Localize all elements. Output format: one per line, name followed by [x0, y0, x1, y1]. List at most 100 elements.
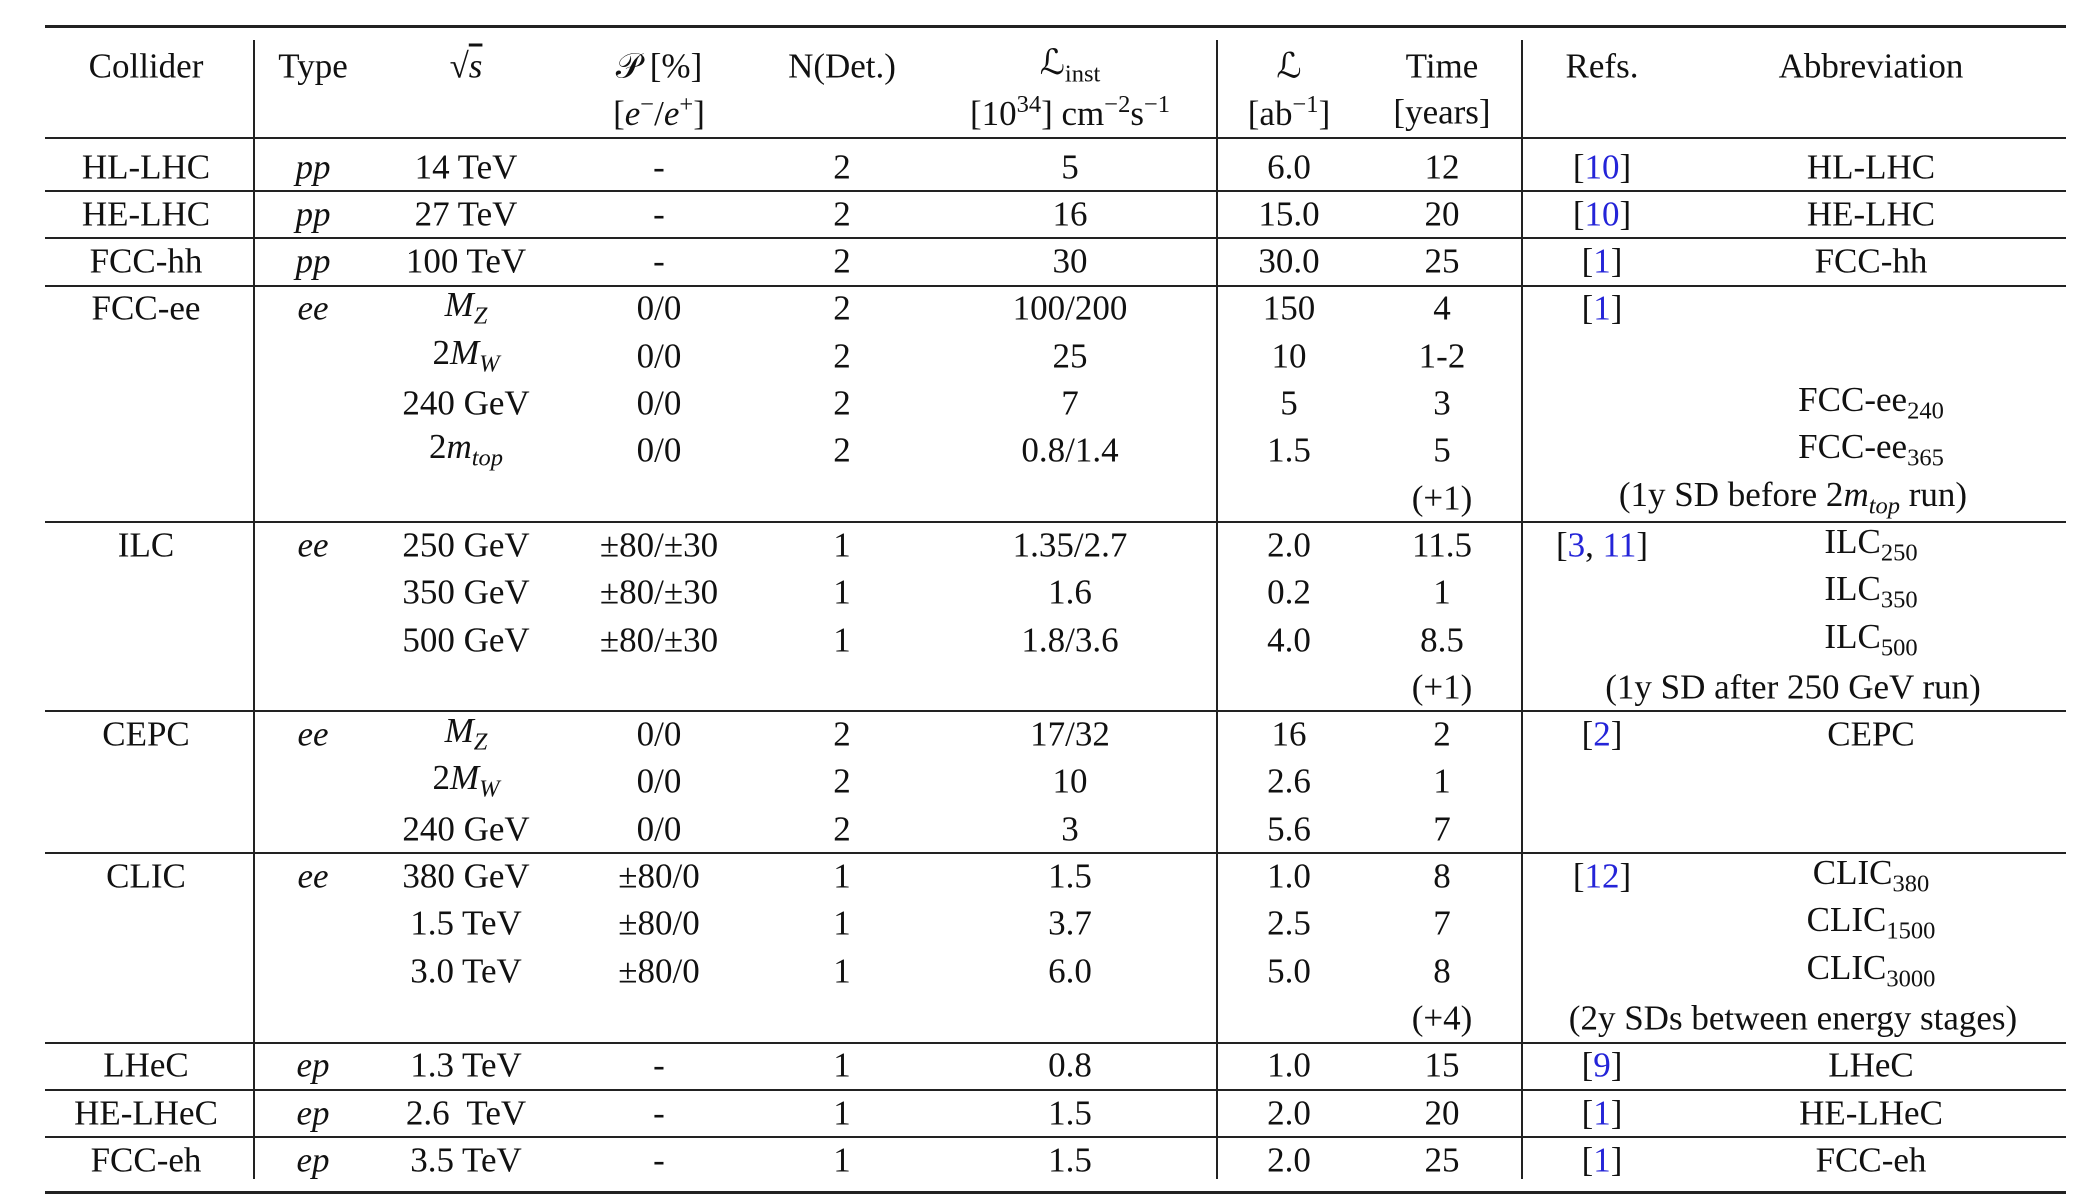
text-segment: CLIC — [1812, 853, 1893, 893]
energy: 3.0 TeV — [410, 951, 522, 991]
header-cell: ℒ — [1276, 46, 1302, 86]
inst-luminosity: 1.35/2.7 — [1012, 525, 1128, 565]
text-segment: 380 — [1892, 870, 1930, 898]
horizontal-rule — [45, 237, 2066, 240]
text-segment: CLIC — [1806, 947, 1887, 987]
inst-luminosity: 1.8/3.6 — [1021, 620, 1119, 659]
polarization: 0/0 — [636, 336, 682, 376]
type: ep — [296, 1142, 329, 1177]
text-segment: e — [624, 94, 641, 134]
luminosity: 1.5 — [1267, 430, 1311, 470]
time: 7 — [1433, 903, 1451, 943]
header-cell: Time — [1405, 46, 1479, 86]
horizontal-rule — [45, 190, 2066, 193]
text-segment: 1 — [1593, 241, 1611, 281]
n-detectors: 2 — [833, 383, 851, 423]
vertical-rule — [1216, 40, 1218, 1180]
horizontal-rule — [45, 25, 2066, 28]
n-detectors: 2 — [833, 430, 851, 470]
abbreviation: LHeC — [1828, 1045, 1914, 1085]
inst-luminosity: 17/32 — [1030, 714, 1110, 754]
collider: FCC-eh — [90, 1140, 202, 1180]
inst-luminosity: 100/200 — [1012, 288, 1128, 328]
inst-luminosity: 25 — [1052, 336, 1088, 376]
collider: CEPC — [102, 714, 190, 754]
n-detectors: 2 — [833, 761, 851, 801]
energy: 2MW — [432, 760, 499, 802]
polarization: ±80/0 — [618, 903, 700, 943]
text-segment: CLIC — [1806, 900, 1887, 940]
header-cell: Abbreviation — [1778, 46, 1964, 86]
header-cell: [1034] cm−2s−1 — [970, 92, 1170, 134]
time: (+1) — [1411, 478, 1473, 518]
n-detectors: 1 — [833, 951, 851, 991]
text-segment: 10 — [1584, 147, 1620, 186]
time: 7 — [1433, 809, 1451, 849]
energy: MZ — [445, 713, 488, 755]
abbreviation: FCC-ee365 — [1798, 429, 1944, 471]
type: ee — [297, 859, 328, 894]
text-segment: W — [479, 350, 500, 378]
luminosity: 6.0 — [1267, 147, 1311, 186]
text-segment: ee — [297, 525, 329, 565]
text-segment: [ — [1581, 1093, 1594, 1132]
header-cell: Collider — [88, 46, 204, 86]
text-segment: m — [1843, 474, 1869, 514]
time: 5 — [1433, 430, 1451, 470]
text-segment: ILC — [1824, 616, 1881, 656]
inst-luminosity: 1.5 — [1048, 1093, 1092, 1132]
refs: [10] — [1573, 149, 1631, 184]
text-segment: 2 — [432, 332, 450, 372]
text-segment: [ — [1581, 1045, 1594, 1085]
time: 3 — [1433, 383, 1451, 423]
polarization: ±80/±30 — [599, 572, 719, 612]
refs: [2] — [1582, 717, 1623, 752]
polarization: 0/0 — [636, 809, 682, 849]
abbreviation: FCC-ee240 — [1798, 382, 1944, 424]
n-detectors: 1 — [833, 1045, 851, 1085]
collider: LHeC — [103, 1045, 189, 1085]
inst-luminosity: 3.7 — [1048, 903, 1092, 943]
luminosity: 10 — [1271, 336, 1307, 376]
text-segment: ] — [1318, 94, 1331, 134]
n-detectors: 1 — [833, 1140, 851, 1180]
text-segment: pp — [295, 241, 331, 281]
text-segment: s — [1130, 94, 1144, 134]
text-segment: ee — [297, 714, 329, 754]
horizontal-rule — [45, 521, 2066, 524]
n-detectors: 1 — [833, 903, 851, 943]
header-cell: ℒinst — [1040, 45, 1101, 87]
text-segment: ee — [297, 856, 329, 896]
text-segment: 𝒫 — [615, 46, 642, 86]
polarization: - — [653, 1140, 665, 1180]
energy: 2mtop — [429, 429, 503, 471]
inst-luminosity: 3 — [1061, 809, 1079, 849]
text-segment: ILC — [1824, 521, 1881, 561]
header-cell: [e−/e+] — [613, 90, 705, 134]
time: 20 — [1424, 1093, 1460, 1132]
header-cell: [ab−1] — [1248, 92, 1331, 134]
time: 12 — [1424, 147, 1460, 186]
energy: 1.5 TeV — [410, 903, 522, 943]
polarization: - — [653, 241, 665, 281]
text-segment: ] cm — [1041, 94, 1105, 134]
text-segment: − — [640, 90, 655, 118]
time: 25 — [1424, 1140, 1460, 1180]
type: ee — [297, 291, 328, 326]
energy: 3.5 TeV — [410, 1140, 522, 1180]
text-segment: ILC — [1824, 569, 1881, 609]
energy: 240 GeV — [402, 383, 530, 423]
n-detectors: 2 — [833, 714, 851, 754]
text-segment: e — [663, 94, 680, 134]
text-segment: ] — [1610, 241, 1623, 281]
abbreviation: ILC350 — [1824, 571, 1917, 613]
n-detectors: 2 — [833, 241, 851, 281]
collider: HL-LHC — [81, 147, 211, 186]
luminosity: 4.0 — [1267, 620, 1311, 659]
text-segment: run) — [1900, 474, 1968, 514]
text-segment: [ — [1581, 288, 1594, 328]
text-segment: [ — [1581, 241, 1594, 281]
time: 1 — [1433, 572, 1451, 612]
text-segment: 11 — [1602, 525, 1637, 565]
